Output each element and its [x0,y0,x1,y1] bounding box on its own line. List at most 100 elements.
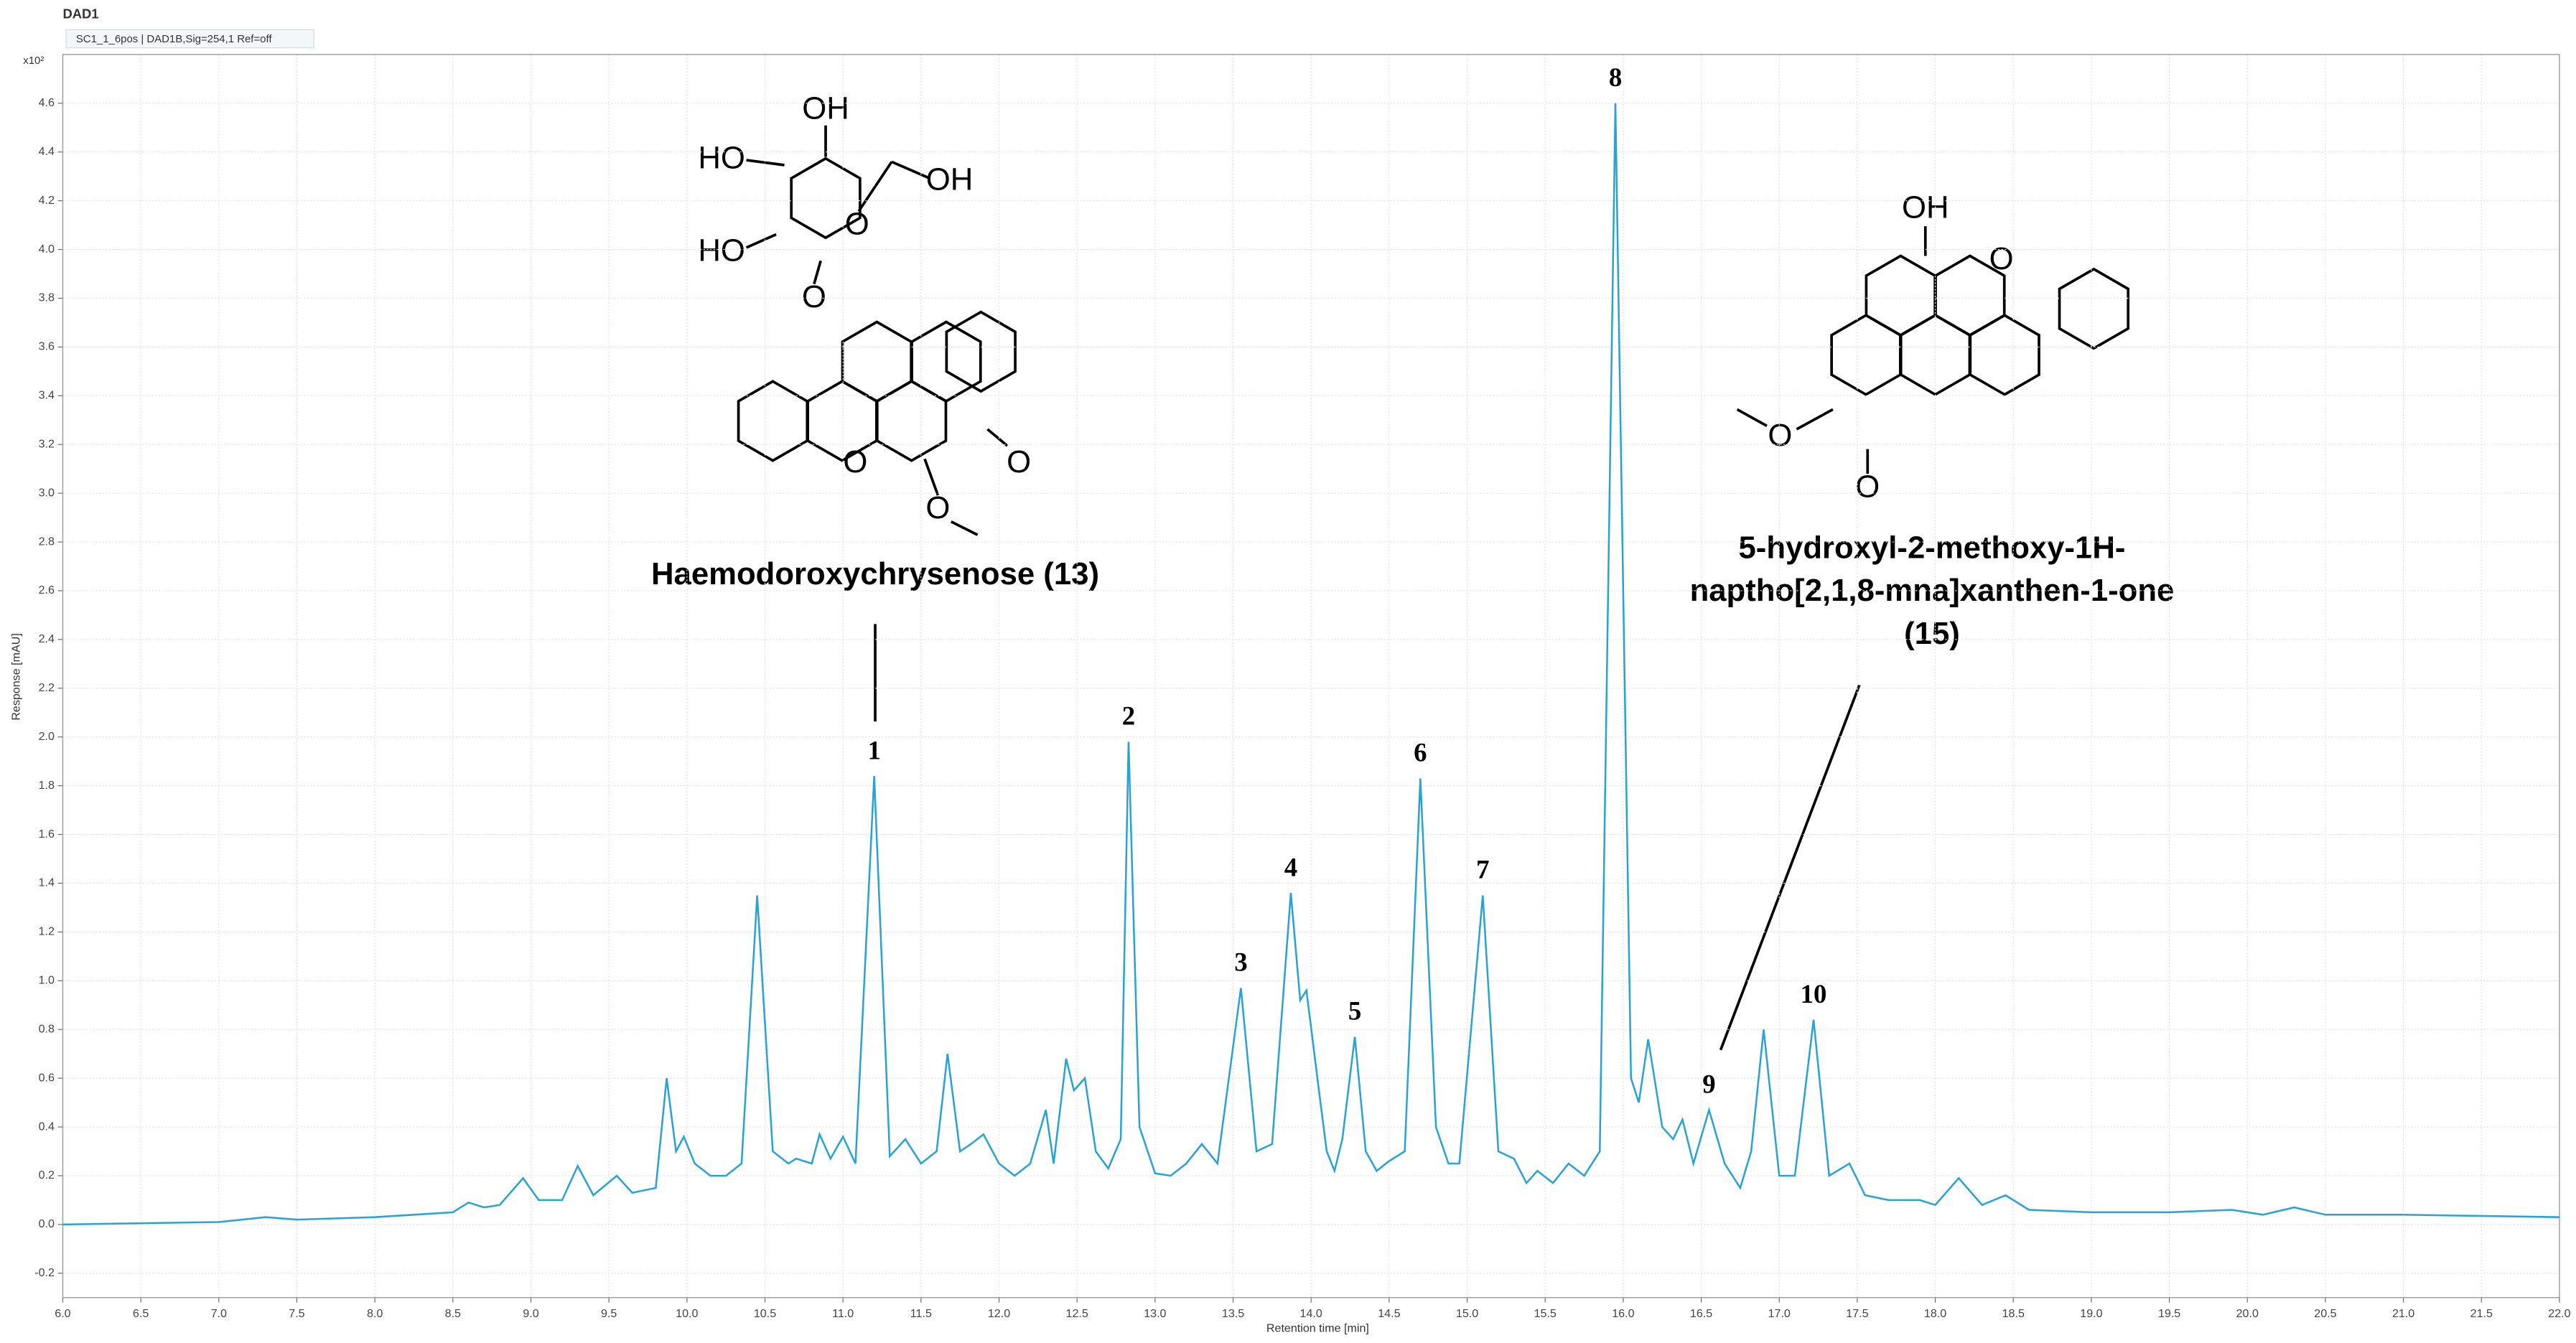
y-tick-label: -0.2 [34,1266,55,1279]
x-tick-label: 8.0 [367,1307,383,1320]
x-tick-label: 20.5 [2314,1307,2336,1320]
y-tick-label: 4.2 [39,194,55,207]
y-tick-label: 1.0 [39,974,55,987]
atom-label: OH [1902,190,1949,225]
x-tick-label: 12.5 [1066,1307,1088,1320]
atom-label: O [1855,469,1880,504]
compound-name: Haemodoroxychrysenose (13) [651,556,1099,591]
x-tick-label: 19.5 [2158,1307,2180,1320]
peak-label: 7 [1476,855,1489,884]
y-tick-label: 2.4 [39,632,55,645]
y-tick-label: 0.8 [39,1022,55,1035]
y-tick-label: 3.4 [39,389,55,402]
x-tick-label: 14.5 [1378,1307,1400,1320]
y-tick-label: 0.4 [39,1120,55,1133]
compound-name: (15) [1904,616,1960,651]
x-tick-label: 10.0 [676,1307,698,1320]
y-tick-label: 0.6 [39,1071,55,1084]
x-tick-label: 9.5 [601,1307,617,1320]
ring [910,320,982,403]
x-tick-label: 21.0 [2392,1307,2414,1320]
x-tick-label: 8.5 [445,1307,461,1320]
x-tick-label: 15.5 [1534,1307,1557,1320]
peak-label: 10 [1801,979,1827,1009]
peak-label: 2 [1122,701,1135,731]
peak-label: 5 [1348,996,1361,1026]
peak-label: 4 [1284,852,1297,881]
plot-frame [62,54,2560,1298]
x-tick-label: 13.0 [1144,1307,1166,1320]
x-axis-label: Retention time [min] [1266,1322,1369,1335]
compound-name: 5-hydroxyl-2-methoxy-1H- [1739,530,2126,565]
x-tick-label: 11.0 [832,1307,854,1320]
peak-label: 9 [1702,1070,1715,1099]
x-tick-label: 12.0 [988,1307,1010,1320]
peak-label: 8 [1609,62,1622,92]
atom-label: HO [698,233,745,268]
ring [790,156,862,240]
x-tick-label: 15.0 [1456,1307,1478,1320]
atom-label: OH [802,91,849,126]
leader-line [1719,684,1861,1051]
peak-label: 3 [1234,947,1247,977]
x-tick-label: 14.0 [1300,1307,1322,1320]
atom-label: O [925,490,950,525]
x-tick-label: 17.5 [1846,1307,1868,1320]
peak-label: 1 [867,735,880,764]
y-tick-label: 1.2 [39,925,55,938]
structures: OH HO OH HO O O O O O Haemodoroxychrysen… [651,91,2174,1051]
signal-box [65,29,314,49]
x-tick-label: 11.5 [910,1307,932,1320]
y-tick-label: 1.8 [39,779,55,792]
y-tick-label: 2.8 [39,535,55,548]
x-tick-label: 10.5 [754,1307,776,1320]
y-tick-label: 3.8 [39,291,55,304]
x-tick-label: 9.0 [523,1307,538,1320]
x-tick-label: 16.0 [1612,1307,1634,1320]
atom-label: HO [698,141,745,176]
chart-subtitle: SC1_1_6pos | DAD1B,Sig=254,1 Ref=off [76,33,273,45]
y-multiplier: x10² [23,55,44,67]
x-tick-label: 16.5 [1690,1307,1712,1320]
y-tick-label: 4.4 [39,145,55,158]
x-tick-label: 6.5 [133,1307,149,1320]
atom-label: O [1989,241,2014,276]
trace [62,103,2559,1226]
y-tick-label: 4.0 [39,243,55,256]
x-tick-label: 19.0 [2080,1307,2102,1320]
substituent-bonds [745,125,1927,536]
atom-label: O [1768,418,1792,453]
atom-label: O [843,444,867,479]
y-tick-label: 2.2 [39,681,55,694]
peak-label: 6 [1414,738,1427,767]
ring [945,310,1017,393]
x-tick-label: 6.0 [55,1307,70,1320]
x-tick-label: 7.5 [289,1307,304,1320]
y-tick-label: 1.4 [39,876,55,889]
y-tick-label: 1.6 [39,828,55,841]
atom-label: O [1007,444,1031,479]
y-tick-label: 4.6 [39,96,55,109]
x-tick-label: 18.5 [2002,1307,2025,1320]
y-tick-label: 0.0 [39,1217,55,1230]
x-tick-label: 13.5 [1222,1307,1244,1320]
y-tick-label: 3.6 [39,340,55,353]
x-tick-label: 17.0 [1768,1307,1791,1320]
x-tick-label: 20.0 [2236,1307,2259,1320]
x-tick-label: 22.0 [2548,1307,2570,1320]
chart-title: DAD1 [62,6,98,22]
x-tick-label: 18.0 [1924,1307,1946,1320]
atom-label: O [802,279,826,314]
ring [2058,267,2130,350]
x-tick-label: 21.5 [2470,1307,2493,1320]
atom-label: OH [926,162,974,197]
x-tick-label: 7.0 [211,1307,227,1320]
y-tick-label: 0.2 [39,1169,55,1181]
y-tick-label: 3.2 [39,437,55,450]
y-tick-label: 3.0 [39,486,55,499]
y-axis-label: Response [mAU] [9,633,22,721]
y-tick-label: 2.0 [39,730,55,743]
